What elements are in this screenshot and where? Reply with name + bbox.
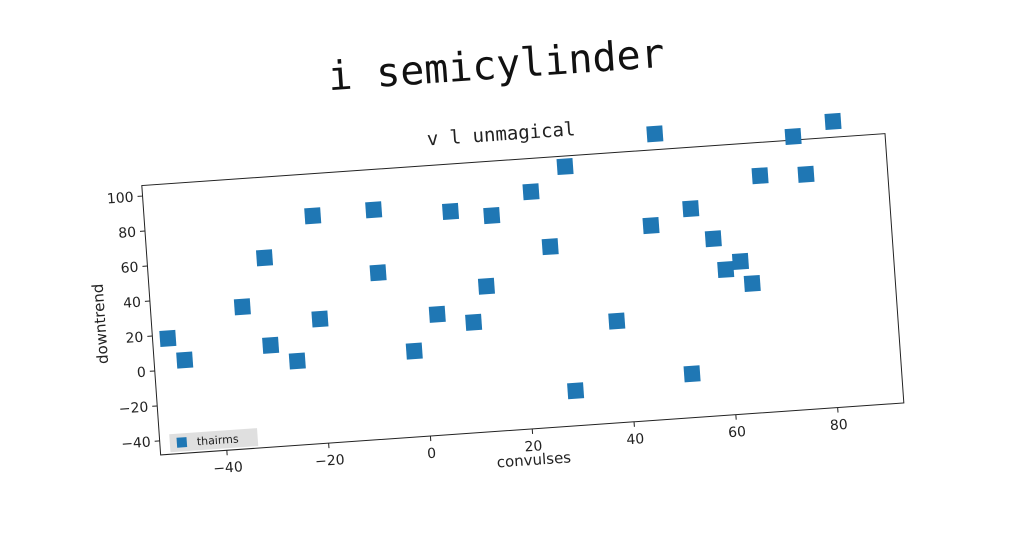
scatter-point bbox=[478, 278, 495, 295]
y-tick-label: −40 bbox=[121, 435, 152, 453]
scatter-point bbox=[370, 264, 387, 281]
y-axis-label: downtrend bbox=[89, 283, 113, 365]
scatter-point bbox=[608, 313, 625, 330]
scatter-point bbox=[557, 158, 574, 175]
x-tick-label: −40 bbox=[213, 459, 244, 477]
scatter-point bbox=[797, 166, 814, 183]
scatter-point bbox=[732, 253, 749, 270]
y-tick-label: 0 bbox=[136, 365, 146, 382]
scatter-point bbox=[682, 200, 699, 217]
scatter-point bbox=[752, 167, 769, 184]
scatter-point bbox=[684, 365, 701, 382]
x-tick-label: 80 bbox=[829, 417, 848, 434]
y-tick-label: −20 bbox=[118, 400, 149, 418]
scatter-point bbox=[465, 314, 482, 331]
scatter-point bbox=[159, 330, 176, 347]
y-tick-label: 60 bbox=[120, 260, 139, 277]
plot-area bbox=[142, 134, 904, 455]
x-axis-label: convulses bbox=[496, 448, 572, 471]
x-tick-label: −20 bbox=[315, 452, 346, 470]
y-tick-label: 20 bbox=[125, 330, 144, 347]
scatter-point bbox=[785, 128, 802, 145]
y-tick-label: 100 bbox=[106, 190, 134, 208]
scatter-point bbox=[542, 238, 559, 255]
y-tick-label: 80 bbox=[118, 225, 137, 242]
scatter-point bbox=[256, 249, 273, 266]
scatter-point bbox=[176, 352, 193, 369]
scatter-point bbox=[824, 113, 841, 130]
scatter-point bbox=[717, 261, 734, 278]
legend-marker bbox=[176, 437, 187, 448]
scatter-point bbox=[234, 298, 251, 315]
scatter-point bbox=[705, 230, 722, 247]
scatter-point bbox=[646, 125, 663, 142]
scatter-point bbox=[442, 203, 459, 220]
x-tick-label: 60 bbox=[728, 424, 747, 441]
scatter-point bbox=[522, 183, 539, 200]
scatter-point bbox=[365, 201, 382, 218]
scatter-point bbox=[406, 343, 423, 360]
scatter-point bbox=[642, 217, 659, 234]
scatter-point bbox=[289, 352, 306, 369]
scatter-point bbox=[744, 275, 761, 292]
scatter-point bbox=[567, 382, 584, 399]
scatter-point bbox=[311, 310, 328, 327]
y-tick-label: 40 bbox=[123, 295, 142, 312]
scatter-point bbox=[429, 306, 446, 323]
scatter-point bbox=[304, 207, 321, 224]
x-tick-label: 0 bbox=[427, 446, 437, 463]
scatter-point bbox=[483, 207, 500, 224]
plot-title: v l unmagical bbox=[426, 118, 576, 150]
x-tick-label: 40 bbox=[626, 431, 645, 448]
scatter-point bbox=[262, 337, 279, 354]
